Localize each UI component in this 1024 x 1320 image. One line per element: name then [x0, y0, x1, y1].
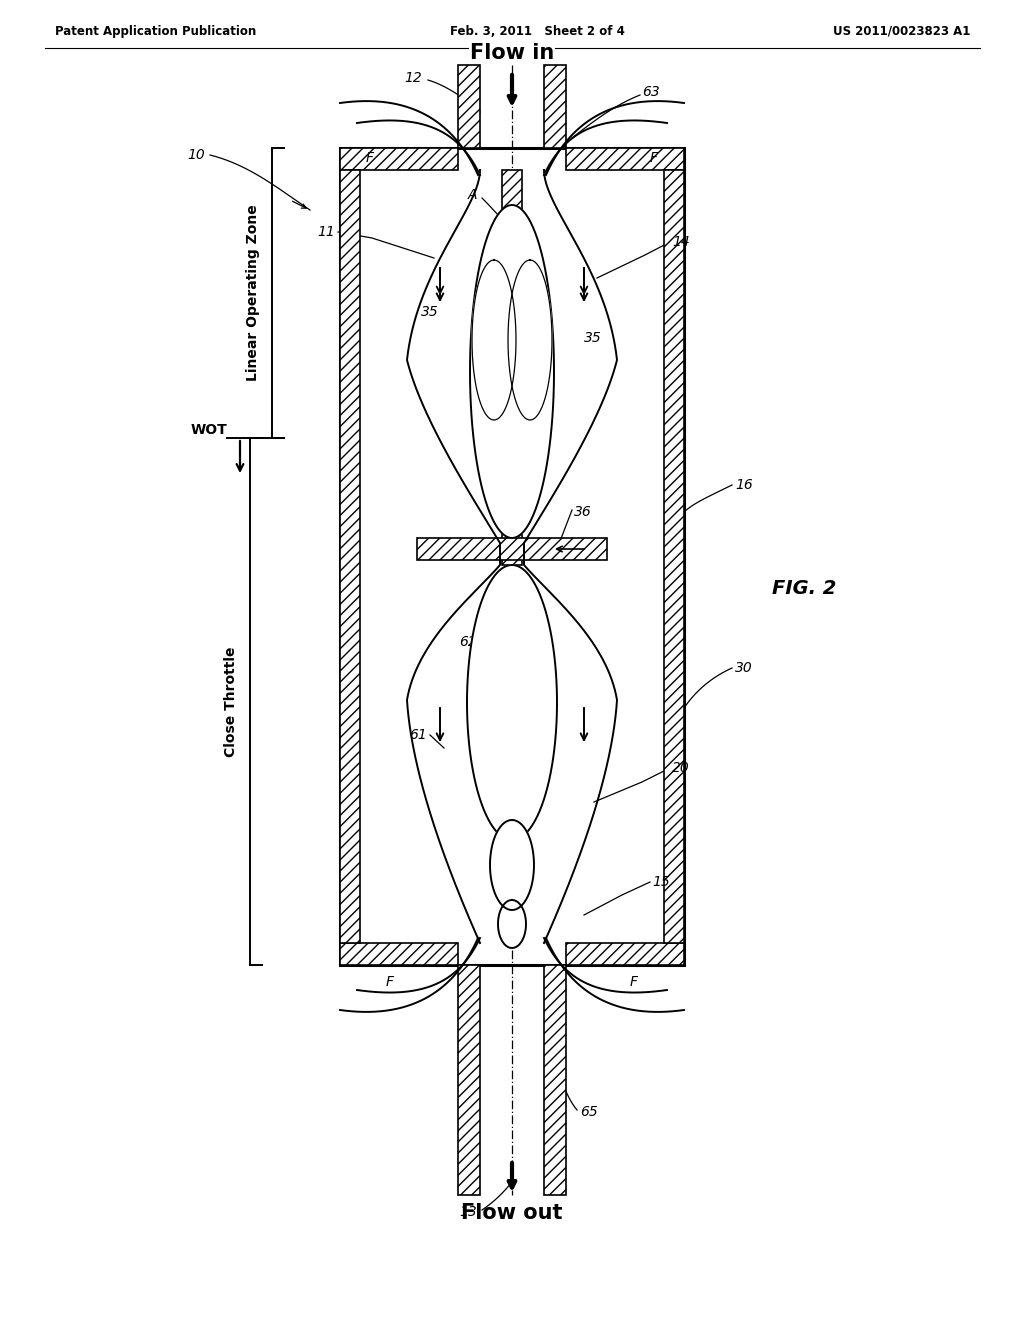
Text: US 2011/0023823 A1: US 2011/0023823 A1 — [833, 25, 970, 38]
Text: 62: 62 — [459, 635, 477, 649]
Text: Flow in: Flow in — [470, 44, 554, 63]
Text: F: F — [630, 975, 638, 989]
Text: 30: 30 — [735, 661, 753, 675]
Bar — [340, 942, 458, 965]
Bar — [417, 539, 607, 560]
Text: 10: 10 — [187, 148, 205, 162]
Text: 20: 20 — [672, 762, 690, 775]
Polygon shape — [472, 260, 516, 420]
Text: Patent Application Publication: Patent Application Publication — [55, 25, 256, 38]
Text: 13: 13 — [459, 1205, 477, 1218]
Text: 36: 36 — [574, 506, 592, 519]
Text: A: A — [468, 187, 477, 202]
Polygon shape — [490, 820, 534, 909]
Bar — [566, 148, 684, 170]
Text: 61: 61 — [410, 729, 427, 742]
Text: Feb. 3, 2011   Sheet 2 of 4: Feb. 3, 2011 Sheet 2 of 4 — [450, 25, 625, 38]
Bar — [340, 148, 458, 170]
Bar — [566, 942, 684, 965]
Bar — [502, 170, 522, 565]
Polygon shape — [470, 205, 554, 539]
Text: 11: 11 — [317, 224, 335, 239]
Text: 14: 14 — [672, 235, 690, 249]
Polygon shape — [498, 900, 526, 948]
Bar — [458, 65, 480, 148]
Bar — [544, 65, 566, 148]
Bar — [340, 148, 684, 965]
Text: WOT: WOT — [190, 422, 227, 437]
Bar — [458, 965, 480, 1195]
Text: 37: 37 — [486, 375, 504, 389]
Bar — [544, 965, 566, 1195]
Text: F: F — [386, 975, 394, 989]
Polygon shape — [467, 565, 557, 840]
Text: FIG. 2: FIG. 2 — [772, 578, 837, 598]
Text: 35: 35 — [421, 305, 439, 319]
Polygon shape — [508, 260, 552, 420]
Text: 16: 16 — [735, 478, 753, 492]
Text: 65: 65 — [580, 1105, 598, 1119]
Text: Linear Operating Zone: Linear Operating Zone — [246, 205, 260, 381]
Text: 35: 35 — [584, 331, 602, 345]
Text: Flow out: Flow out — [461, 1203, 563, 1224]
Text: 17: 17 — [479, 445, 497, 459]
Text: Close Throttle: Close Throttle — [224, 647, 238, 756]
Text: F: F — [650, 150, 658, 165]
Bar — [340, 170, 360, 942]
Text: 63: 63 — [642, 84, 659, 99]
Bar — [664, 170, 684, 942]
Text: 12: 12 — [404, 71, 422, 84]
Text: F: F — [366, 150, 374, 165]
Text: 15: 15 — [652, 875, 670, 888]
